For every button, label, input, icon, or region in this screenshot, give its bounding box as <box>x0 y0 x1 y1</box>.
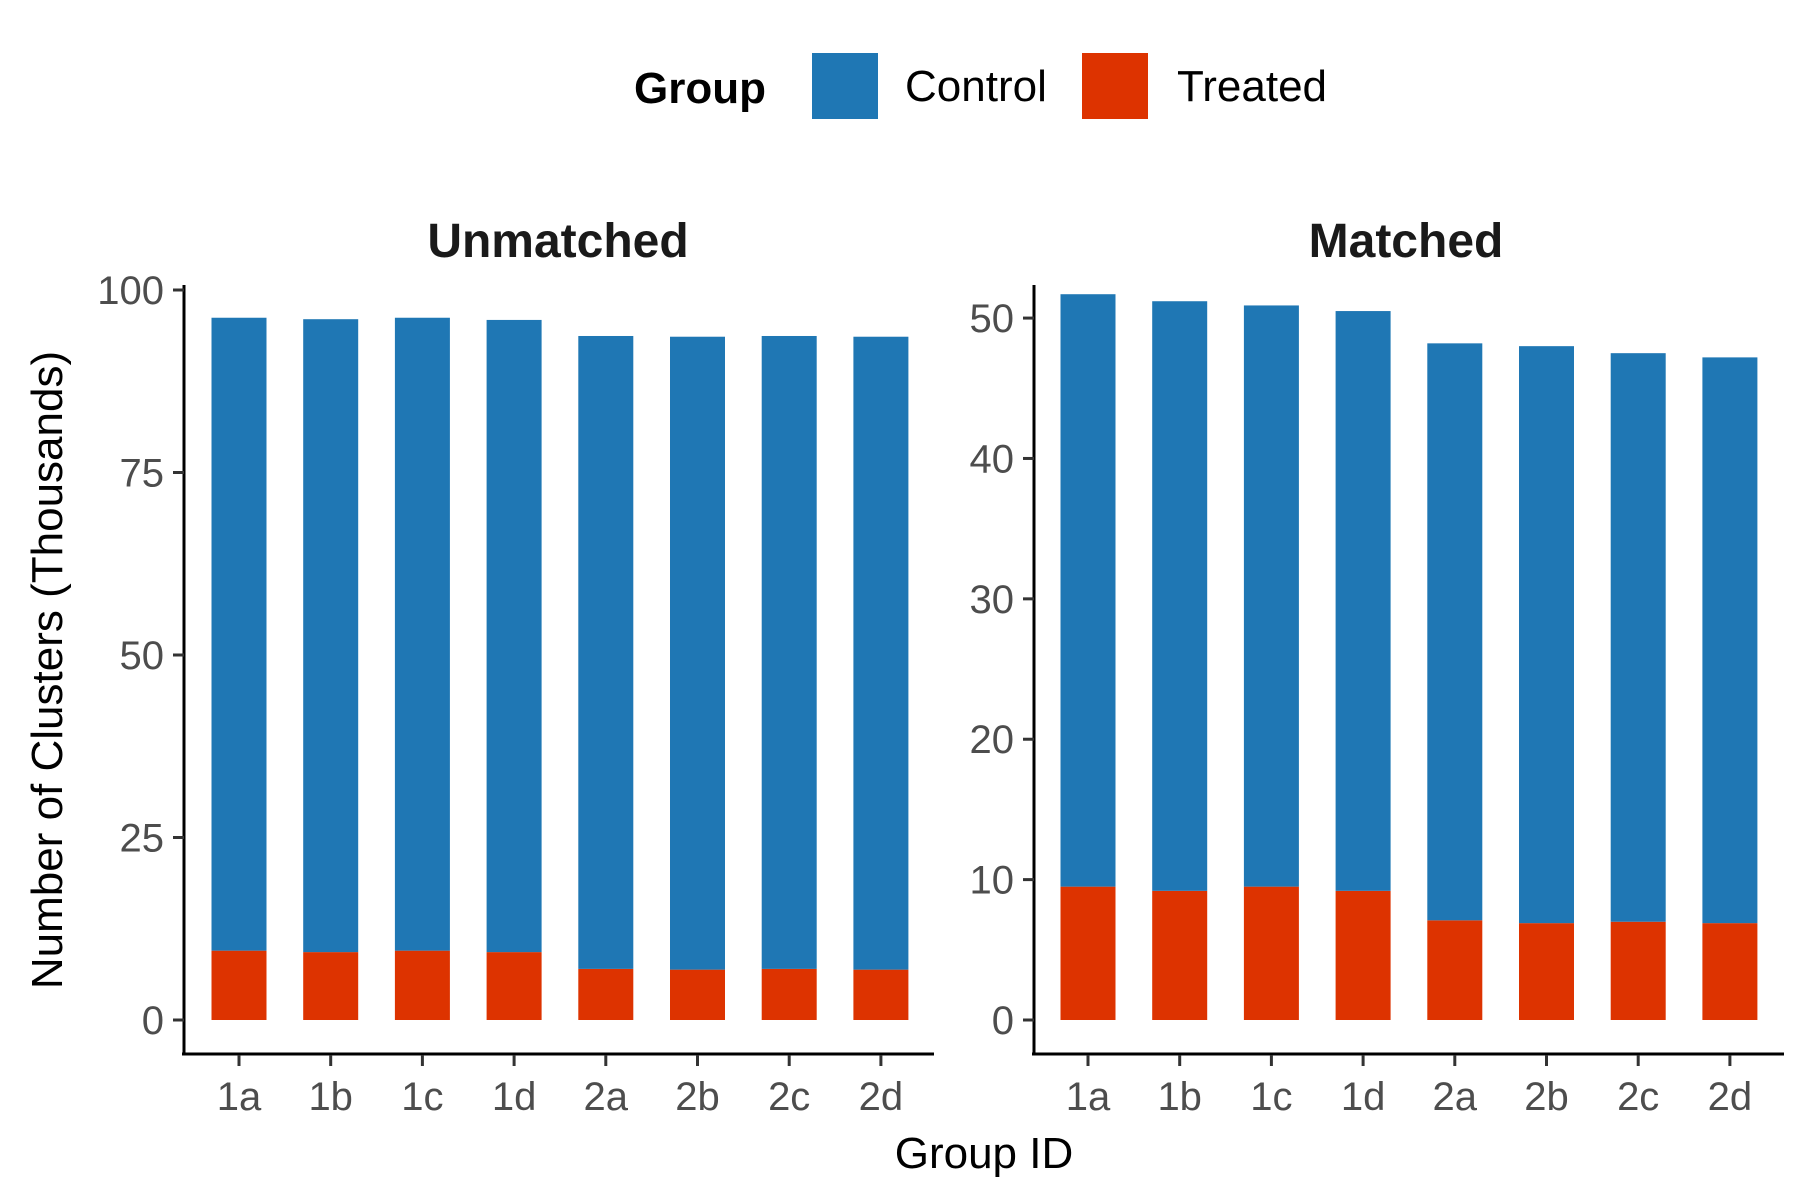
x-tick-label: 1a <box>217 1075 262 1119</box>
bar-treated-1d <box>486 952 542 1020</box>
x-tick-label: 2c <box>768 1075 810 1119</box>
bar-treated-1a <box>211 950 267 1020</box>
y-tick-label: 30 <box>970 578 1015 622</box>
y-tick-label: 0 <box>142 999 164 1043</box>
bar-control-1a <box>1060 294 1116 887</box>
bar-control-1c <box>1243 305 1299 887</box>
panel-matched: 0 10 20 30 40 50 1a 1b 1c 1d 2a 2b 2c 2d <box>970 285 1784 1119</box>
y-tick-label: 40 <box>970 437 1015 481</box>
legend-swatch-treated <box>1082 53 1148 119</box>
bar-control-2c <box>761 335 817 969</box>
bar-treated-1b <box>303 952 359 1020</box>
bar-treated-2b <box>670 969 725 1020</box>
bar-treated-2c <box>1610 921 1666 1020</box>
x-tick-label: 2a <box>584 1075 629 1119</box>
y-tick-label: 20 <box>970 718 1015 762</box>
legend-label-control: Control <box>905 62 1047 111</box>
bar-control-2a <box>578 335 634 969</box>
bar-treated-1d <box>1335 890 1391 1020</box>
bar-treated-2d <box>853 969 909 1020</box>
panel-unmatched: 0 25 50 75 100 1a 1b 1c 1d 2a 2b 2c 2d <box>97 269 934 1119</box>
bar-control-2b <box>1519 346 1574 924</box>
legend: Group Control Treated <box>634 53 1327 119</box>
x-tick-label: 1d <box>492 1075 537 1119</box>
bar-treated-2c <box>761 968 817 1020</box>
legend-title: Group <box>634 64 766 113</box>
bar-treated-1b <box>1152 890 1208 1020</box>
x-tick-label: 2c <box>1617 1075 1659 1119</box>
bar-control-1c <box>394 317 450 951</box>
bar-treated-1a <box>1060 886 1116 1020</box>
x-tick-label: 1a <box>1066 1075 1111 1119</box>
panel-title-matched: Matched <box>1309 215 1504 268</box>
y-tick-label: 75 <box>120 452 165 496</box>
x-axis-title: Group ID <box>895 1129 1074 1178</box>
legend-label-treated: Treated <box>1177 62 1327 111</box>
x-tick-label: 2d <box>1708 1075 1753 1119</box>
bar-treated-2a <box>578 968 634 1020</box>
y-tick-label: 100 <box>97 269 164 313</box>
bar-treated-2b <box>1519 923 1574 1020</box>
bar-control-1b <box>1152 301 1208 891</box>
panel-title-unmatched: Unmatched <box>427 215 688 268</box>
bar-control-1d <box>486 319 542 953</box>
x-tick-label: 2b <box>675 1075 720 1119</box>
y-tick-label: 50 <box>120 634 165 678</box>
y-tick-label: 10 <box>970 859 1015 903</box>
bar-control-2b <box>670 336 725 970</box>
y-tick-label: 50 <box>970 297 1015 341</box>
bar-control-2c <box>1610 353 1666 922</box>
bar-control-2a <box>1427 343 1483 921</box>
x-tick-label: 1d <box>1341 1075 1386 1119</box>
bar-control-2d <box>1702 357 1758 924</box>
bar-control-1d <box>1335 311 1391 891</box>
y-tick-label: 25 <box>120 817 165 861</box>
y-axis-title: Number of Clusters (Thousands) <box>23 351 72 989</box>
x-tick-label: 1b <box>308 1075 353 1119</box>
bar-treated-1c <box>1243 886 1299 1020</box>
x-tick-label: 2b <box>1524 1075 1569 1119</box>
bar-treated-1c <box>394 950 450 1020</box>
bar-control-1b <box>303 319 359 953</box>
legend-swatch-control <box>812 53 878 119</box>
bar-control-2d <box>853 336 909 970</box>
x-tick-label: 2d <box>859 1075 904 1119</box>
y-tick-label: 0 <box>992 999 1014 1043</box>
bar-control-1a <box>211 317 267 951</box>
x-tick-label: 1c <box>401 1075 443 1119</box>
x-tick-label: 1c <box>1250 1075 1292 1119</box>
bar-treated-2d <box>1702 923 1758 1020</box>
bar-treated-2a <box>1427 920 1483 1020</box>
x-tick-label: 2a <box>1433 1075 1478 1119</box>
x-tick-label: 1b <box>1157 1075 1202 1119</box>
